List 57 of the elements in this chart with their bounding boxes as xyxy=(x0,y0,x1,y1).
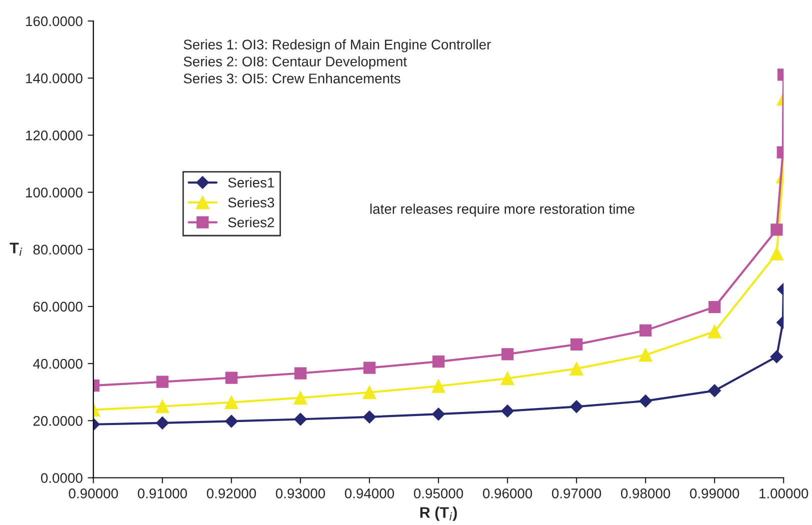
point xyxy=(432,408,445,421)
y-tick-label: 160.0000 xyxy=(26,16,82,26)
y-tick-label: 120.0000 xyxy=(26,130,82,140)
point xyxy=(156,376,168,388)
point xyxy=(708,384,721,398)
annotation: later releases require more restoration time xyxy=(370,204,634,217)
x-tick-label: 0.95000 xyxy=(414,488,464,498)
y-axis-title: T$_{i}$ xyxy=(10,242,22,256)
point xyxy=(570,362,584,376)
y-tick-label: 80.0000 xyxy=(33,244,82,255)
point xyxy=(363,410,376,424)
x-tick-label: 0.98000 xyxy=(620,488,670,498)
x-tick-label: 0.97000 xyxy=(552,488,602,498)
y-tick-label: 140.0000 xyxy=(26,73,82,84)
y-tick-label: 20.0000 xyxy=(33,416,82,426)
point xyxy=(570,338,583,351)
x-tick-label: 0.93000 xyxy=(276,488,325,498)
y-tick-label: 100.0000 xyxy=(26,188,82,198)
x-tick-label: 0.96000 xyxy=(482,488,532,498)
point xyxy=(294,391,308,405)
x-tick-label: 0.91000 xyxy=(138,488,187,498)
point xyxy=(770,224,783,236)
point xyxy=(501,404,514,418)
point xyxy=(294,412,307,426)
point xyxy=(362,386,376,400)
point xyxy=(225,372,238,384)
x-tick-label: 0.94000 xyxy=(344,488,394,498)
point xyxy=(224,396,238,410)
point xyxy=(432,379,446,393)
annotation: Series 1: OI3: Redesign of Main Engine Controller Series 2: OI8: Centaur Development Series 3: OI5: Crew Enhancements xyxy=(184,39,491,84)
point xyxy=(639,324,652,337)
x-tick-label: 0.92000 xyxy=(206,488,256,498)
point xyxy=(294,367,307,380)
point xyxy=(770,350,784,364)
point xyxy=(708,300,721,314)
point xyxy=(638,348,652,362)
y-tick-label: 60.0000 xyxy=(33,302,82,312)
y-tick-label: 40.0000 xyxy=(33,358,82,369)
point xyxy=(432,355,445,368)
x-axis-title: R (T$_{i}$) xyxy=(420,506,457,521)
point xyxy=(156,400,170,414)
point xyxy=(500,372,514,386)
point xyxy=(363,362,376,374)
point xyxy=(156,416,169,430)
point xyxy=(501,348,514,360)
point xyxy=(639,394,652,408)
point xyxy=(708,324,722,338)
legend-label: Series3 xyxy=(228,197,274,208)
point xyxy=(770,246,784,260)
x-tick-label: 0.90000 xyxy=(68,488,118,498)
y-tick-label: 0.0000 xyxy=(41,473,82,483)
x-tick-label: 1.00000 xyxy=(760,488,808,498)
legend-label: Series1 xyxy=(228,177,274,188)
point xyxy=(570,400,583,414)
legend-label: Series2 xyxy=(228,217,274,228)
point xyxy=(225,414,238,428)
x-tick-label: 0.99000 xyxy=(690,488,740,498)
